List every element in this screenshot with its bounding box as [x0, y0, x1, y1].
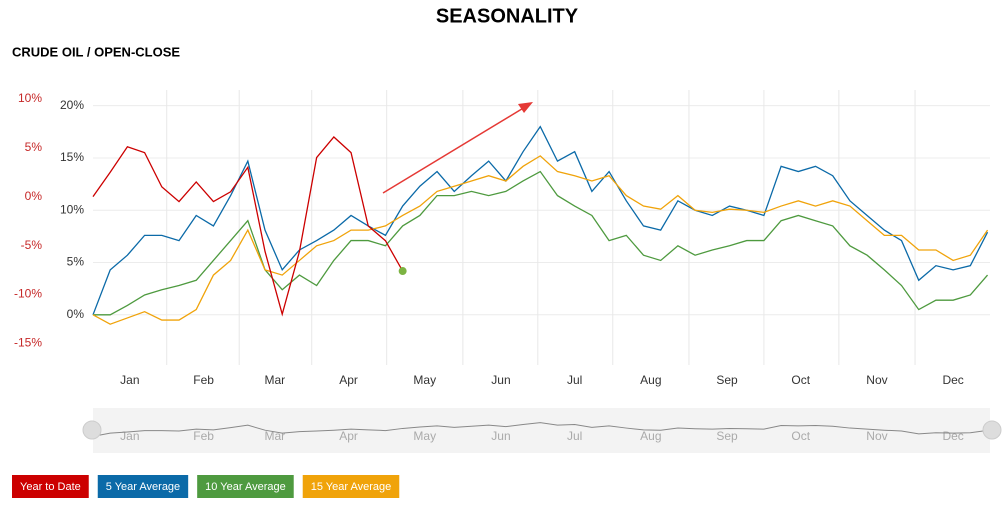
- x-tick-label: Jun: [491, 373, 510, 387]
- navigator-label: Nov: [866, 429, 887, 443]
- x-tick-label: Aug: [640, 373, 661, 387]
- navigator-label: Mar: [265, 429, 286, 443]
- navigator-label: Dec: [942, 429, 963, 443]
- navigator-label: May: [413, 429, 436, 443]
- navigator[interactable]: [93, 408, 990, 453]
- legend-swatch: [302, 475, 400, 498]
- navigator-line: [92, 422, 988, 437]
- legend-item[interactable]: 5 Year Average: [97, 475, 189, 498]
- legend-swatch: [197, 475, 294, 498]
- x-tick-label: May: [413, 373, 436, 387]
- navigator-content: Jan Feb Mar Apr May Jun Jul Aug Sep Oct Nov Dec: [92, 422, 988, 443]
- navigator-label: Jul: [567, 429, 582, 443]
- x-tick-label: Mar: [265, 373, 286, 387]
- plot: [92, 125, 989, 325]
- navigator-label: Apr: [339, 429, 358, 443]
- x-tick-label: Apr: [339, 373, 358, 387]
- legend: Year to Date 5 Year Average 10 Year Averag…: [12, 475, 400, 498]
- navigator-handle[interactable]: [82, 420, 102, 440]
- legend-item[interactable]: Year to Date: [12, 475, 89, 498]
- y-tick-label: 0%: [67, 307, 85, 321]
- last-point-marker: [398, 267, 407, 276]
- y-tick-label: 20%: [60, 98, 84, 112]
- legend-label: Year to Date: [20, 481, 81, 493]
- x-tick-label: Nov: [866, 373, 887, 387]
- x-tick-label: Feb: [193, 373, 214, 387]
- navigator-label: Sep: [716, 429, 738, 443]
- x-tick-label: Dec: [942, 373, 963, 387]
- legend-swatch: [12, 475, 89, 498]
- legend-item[interactable]: 10 Year Average: [197, 475, 294, 498]
- navigator-label: Oct: [791, 429, 810, 443]
- x-tick-label: Sep: [716, 373, 738, 387]
- series-line: [92, 125, 989, 316]
- navigator-label: Jun: [491, 429, 510, 443]
- y2-tick-label: 0%: [25, 189, 43, 203]
- y2-tick-label: -15%: [14, 336, 42, 350]
- series-line: [92, 155, 989, 325]
- y-tick-label: 15%: [60, 150, 84, 164]
- series-line: [92, 136, 404, 317]
- navigator-label: Feb: [193, 429, 214, 443]
- chart-title: SEASONALITY: [436, 5, 579, 27]
- y2-tick-label: -10%: [14, 287, 42, 301]
- legend-item[interactable]: 15 Year Average: [302, 475, 400, 498]
- navigator-label: Aug: [640, 429, 661, 443]
- legend-label: 10 Year Average: [205, 481, 286, 493]
- navigator-label: Jan: [120, 429, 139, 443]
- legend-swatch: [97, 475, 189, 498]
- y2-tick-label: 5%: [25, 140, 43, 154]
- annotation-arrow: [382, 102, 533, 194]
- x-tick-label: Jan: [120, 373, 139, 387]
- y2-tick-label: -5%: [21, 238, 43, 252]
- y2-tick-label: 10%: [18, 91, 42, 105]
- y-tick-label: 10%: [60, 202, 84, 216]
- y-tick-label: 5%: [67, 255, 85, 269]
- grid: 0% 5% 10% 15% 20% -15% -10% -5% 0% 5% 10% Jan Feb Mar…: [14, 90, 990, 387]
- chart-subtitle: CRUDE OIL / OPEN-CLOSE: [12, 44, 180, 59]
- arrow-line: [382, 103, 531, 194]
- navigator-handle[interactable]: [982, 420, 1002, 440]
- legend-label: 5 Year Average: [106, 481, 180, 493]
- series-line: [93, 170, 989, 316]
- x-tick-label: Oct: [791, 373, 810, 387]
- legend-label: 15 Year Average: [311, 481, 392, 493]
- arrow-head: [518, 102, 533, 113]
- x-tick-label: Jul: [567, 373, 582, 387]
